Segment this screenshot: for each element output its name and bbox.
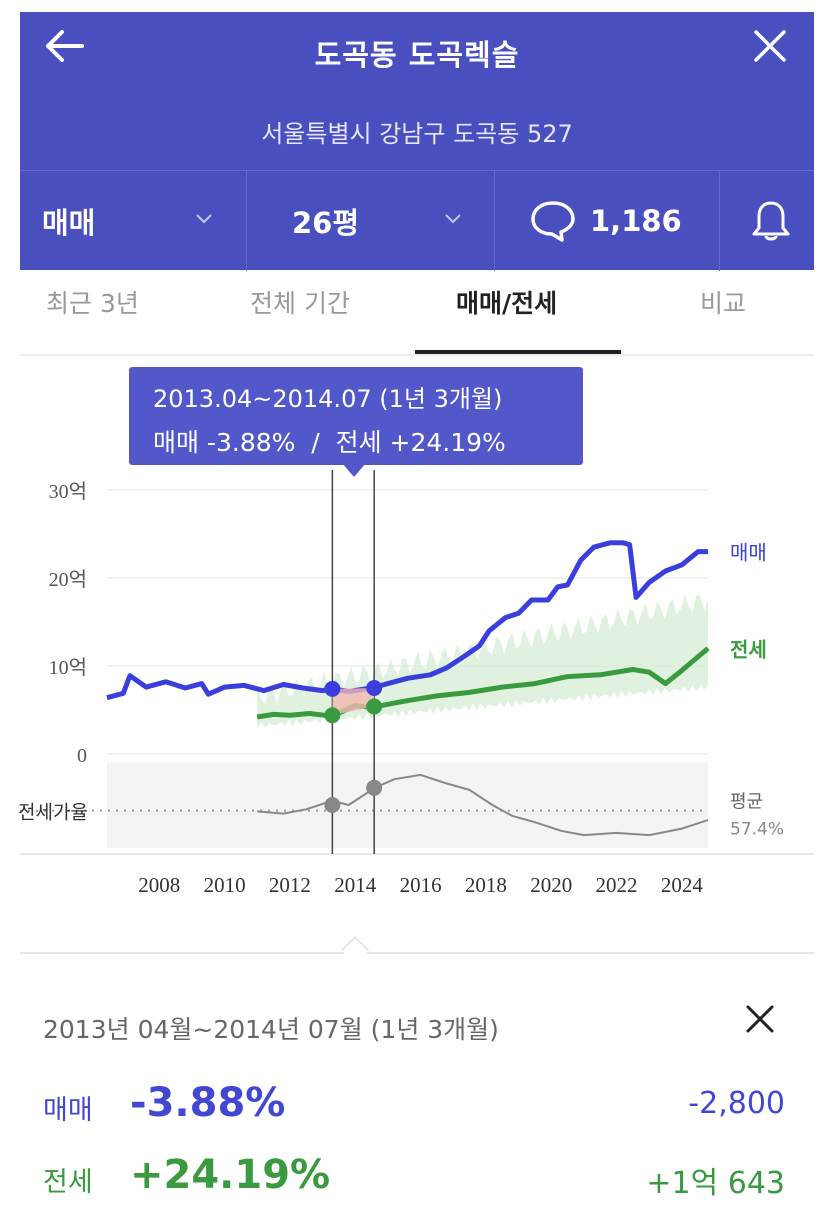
close-detail-icon[interactable] xyxy=(745,1004,775,1034)
area-label: 26평 xyxy=(292,206,360,240)
y-tick-label: 0 xyxy=(77,745,87,767)
x-tick-label: 2020 xyxy=(530,873,572,897)
sale-change-pct: -3.88% xyxy=(130,1080,286,1126)
trade-type-select[interactable]: 매매 xyxy=(20,171,247,271)
back-arrow-icon[interactable] xyxy=(42,26,88,66)
sale-label: 매매 xyxy=(43,1095,93,1126)
jeonse-series-label: 전세 xyxy=(730,637,767,661)
tab-all-period[interactable]: 전체 기간 xyxy=(250,289,350,318)
trade-type-label: 매매 xyxy=(42,206,96,240)
speech-bubble-icon xyxy=(531,201,575,242)
y-tick-label: 10억 xyxy=(49,656,87,679)
header-bar: 도곡동 도곡렉슬 서울특별시 강남구 도곡동 527 매매 26평 1,186 xyxy=(20,12,814,271)
tab-compare[interactable]: 비교 xyxy=(700,289,747,318)
y-tick-label: 20억 xyxy=(49,568,87,591)
tab-sale-jeonse[interactable]: 매매/전세 xyxy=(456,289,558,318)
range-tooltip: 2013.04~2014.07 (1년 3개월) 매매 -3.88% / 전세 … xyxy=(129,367,583,465)
jeonse-range-area xyxy=(257,594,708,730)
selection-marker xyxy=(324,707,341,724)
section-divider xyxy=(20,952,814,954)
chevron-down-icon xyxy=(445,214,461,224)
active-tab-indicator xyxy=(415,350,621,354)
selection-marker xyxy=(324,797,341,813)
alarm-button[interactable] xyxy=(719,171,814,271)
period-tabs: 최근 3년 전체 기간 매매/전세 비교 xyxy=(20,270,814,356)
sale-series-label: 매매 xyxy=(730,541,767,565)
comments-button[interactable]: 1,186 xyxy=(494,171,720,271)
tab-recent-3y[interactable]: 최근 3년 xyxy=(46,289,139,318)
area-select[interactable]: 26평 xyxy=(246,171,495,271)
selection-marker xyxy=(366,680,383,696)
x-tick-label: 2024 xyxy=(661,873,704,897)
chevron-down-icon xyxy=(196,214,212,224)
ratio-average-label: 평균 xyxy=(730,792,763,813)
page-title: 도곡동 도곡렉슬 xyxy=(314,38,520,72)
close-icon[interactable] xyxy=(750,26,790,66)
divider-notch xyxy=(340,935,370,965)
tooltip-range: 2013.04~2014.07 (1년 3개월) xyxy=(153,385,503,413)
selection-marker xyxy=(366,779,383,796)
x-tick-label: 2014 xyxy=(334,873,377,897)
selection-marker xyxy=(324,680,341,697)
tooltip-summary: 매매 -3.88% / 전세 +24.19% xyxy=(153,428,506,457)
x-tick-label: 2008 xyxy=(138,873,180,897)
selection-marker xyxy=(366,698,383,715)
x-tick-label: 2016 xyxy=(400,873,442,897)
sale-change-amount: -2,800 xyxy=(688,1086,785,1121)
tooltip-pointer xyxy=(342,463,366,477)
ratio-series-label: 전세가율 xyxy=(18,802,88,824)
x-tick-label: 2022 xyxy=(596,873,638,897)
jeonse-change-amount: +1억 643 xyxy=(646,1166,785,1201)
price-chart[interactable]: 30억 20억 10억 0 2008 2010 2012 2014 2016 2018 2020 20… xyxy=(0,470,827,910)
address-text: 서울특별시 강남구 도곡동 527 xyxy=(261,120,573,148)
x-tick-label: 2010 xyxy=(204,873,246,897)
x-tick-label: 2012 xyxy=(269,873,311,897)
series-line-1 xyxy=(256,646,710,720)
jeonse-label: 전세 xyxy=(43,1167,93,1198)
ratio-band xyxy=(107,762,708,848)
series-line-0 xyxy=(106,540,708,701)
jeonse-change-pct: +24.19% xyxy=(130,1152,331,1198)
ratio-average-value: 57.4% xyxy=(730,820,784,840)
x-tick-label: 2018 xyxy=(465,873,507,897)
comment-count: 1,186 xyxy=(590,204,682,238)
filter-row: 매매 26평 1,186 xyxy=(20,170,814,271)
y-tick-label: 30억 xyxy=(49,480,87,503)
selected-period: 2013년 04월~2014년 07월 (1년 3개월) xyxy=(43,1015,499,1044)
selection-gap-area xyxy=(332,688,375,716)
bell-icon xyxy=(752,201,790,241)
